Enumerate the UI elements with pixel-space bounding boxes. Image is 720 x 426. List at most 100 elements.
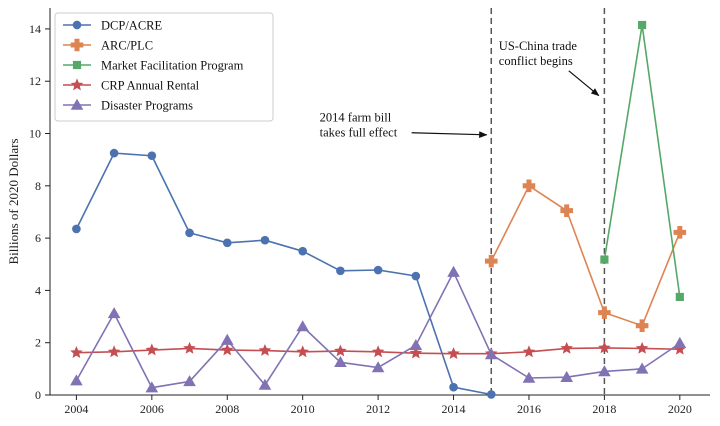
legend-item-arc-plc: ARC/PLC [63, 39, 153, 53]
legend-label: DCP/ACRE [101, 19, 162, 33]
series-dcp-acre [72, 148, 496, 399]
data-point-dcp-acre [449, 382, 458, 392]
axes: 2004 2006 2008 2010 2012 2014 2016 2018 2020 0 2 4 6… [29, 8, 710, 416]
legend-marker [72, 20, 82, 30]
series-line-market-facilitation-program [603, 24, 681, 298]
series-line-arc-plc [490, 185, 681, 327]
data-point-crp-annual-rental [447, 347, 460, 360]
y-tick-label: 0 [35, 388, 41, 402]
annotation-text: conflict begins [499, 54, 573, 68]
data-point-dcp-acre [222, 238, 232, 248]
reference-lines [490, 8, 606, 395]
series-arc-plc [484, 179, 687, 333]
data-point-dcp-acre [260, 235, 270, 245]
data-point-dcp-acre [147, 151, 157, 161]
annotation-text: 2014 farm bill [320, 111, 392, 125]
data-point-dcp-acre [72, 224, 81, 234]
y-tick-label: 8 [35, 179, 41, 193]
series-crp-annual-rental [70, 341, 687, 360]
data-point-arc-plc [560, 204, 573, 217]
data-point-dcp-acre [109, 148, 119, 158]
legend-item-dcp-acre: DCP/ACRE [63, 19, 162, 33]
data-point-disaster-programs [296, 320, 309, 332]
data-point-crp-annual-rental [409, 346, 423, 359]
data-point-crp-annual-rental [371, 345, 385, 358]
series-line-dcp-acre [75, 152, 492, 396]
legend-box [54, 12, 274, 122]
data-point-market-facilitation-program [638, 20, 647, 30]
annotation-arrow [568, 70, 600, 97]
x-tick-label: 2010 [291, 402, 315, 416]
x-tick-label: 2006 [140, 402, 164, 416]
legend-item-disaster-programs: Disaster Programs [63, 99, 193, 113]
data-point-disaster-programs [560, 370, 573, 382]
data-point-disaster-programs [522, 371, 536, 383]
data-point-disaster-programs [258, 378, 272, 390]
x-tick-label: 2016 [517, 402, 541, 416]
data-point-market-facilitation-program [600, 255, 609, 264]
y-tick-label: 6 [35, 231, 41, 245]
y-tick-label: 2 [35, 336, 41, 350]
data-point-dcp-acre [298, 246, 308, 256]
y-tick-label: 10 [29, 127, 41, 141]
x-tick-label: 2012 [366, 402, 390, 416]
x-tick-label: 2018 [592, 402, 616, 416]
data-point-crp-annual-rental [183, 341, 196, 354]
data-point-disaster-programs [635, 362, 649, 374]
data-point-disaster-programs [598, 365, 611, 377]
data-point-arc-plc [484, 254, 498, 268]
legend-item-crp-annual-rental: CRP Annual Rental [63, 78, 200, 93]
data-point-arc-plc [598, 306, 611, 319]
data-point-disaster-programs [484, 348, 498, 360]
data-point-crp-annual-rental [145, 343, 159, 356]
data-point-market-facilitation-program [675, 292, 684, 302]
data-point-disaster-programs [334, 356, 347, 368]
series-disaster-programs [70, 265, 687, 393]
data-point-arc-plc [673, 226, 687, 239]
x-tick-label: 2008 [215, 402, 239, 416]
data-point-dcp-acre [336, 266, 345, 276]
legend-item-market-facilitation-program: Market Facilitation Program [63, 59, 244, 73]
series-layer [70, 20, 687, 399]
legend-marker [70, 78, 84, 91]
data-point-arc-plc [635, 319, 649, 333]
data-point-crp-annual-rental [334, 344, 347, 357]
data-point-disaster-programs [220, 333, 234, 345]
data-point-crp-annual-rental [296, 345, 309, 358]
legend-label: CRP Annual Rental [101, 79, 200, 93]
y-tick-label: 14 [29, 22, 41, 36]
data-point-crp-annual-rental [673, 342, 687, 355]
data-point-crp-annual-rental [70, 346, 83, 358]
y-tick-label: 4 [35, 283, 41, 297]
legend-label: Disaster Programs [101, 99, 193, 113]
y-axis-label: Billions of 2020 Dollars [6, 138, 21, 264]
data-point-dcp-acre [486, 390, 496, 399]
legend-label: ARC/PLC [101, 39, 153, 53]
data-point-dcp-acre [411, 271, 421, 281]
annotation-arrow [411, 131, 488, 138]
data-point-crp-annual-rental [258, 343, 272, 356]
data-point-crp-annual-rental [635, 341, 649, 354]
x-tick-label: 2014 [442, 402, 466, 416]
data-point-crp-annual-rental [107, 345, 121, 358]
data-point-disaster-programs [371, 361, 385, 373]
annotation-text: takes full effect [320, 126, 398, 140]
data-point-crp-annual-rental [598, 341, 611, 354]
x-tick-label: 2004 [64, 402, 88, 416]
data-point-disaster-programs [409, 339, 423, 351]
legend-marker [72, 60, 82, 70]
data-point-dcp-acre [373, 265, 383, 275]
data-point-disaster-programs [183, 375, 196, 387]
legend-marker [70, 98, 84, 110]
legend-marker [70, 38, 84, 52]
y-tick-label: 12 [29, 74, 41, 88]
data-point-disaster-programs [145, 381, 159, 393]
x-tick-label: 2020 [668, 402, 692, 416]
annotation-text: US-China trade [499, 39, 578, 53]
data-point-crp-annual-rental [522, 345, 536, 358]
data-point-dcp-acre [185, 228, 194, 238]
legend-label: Market Facilitation Program [101, 59, 244, 73]
data-point-crp-annual-rental [560, 341, 573, 354]
